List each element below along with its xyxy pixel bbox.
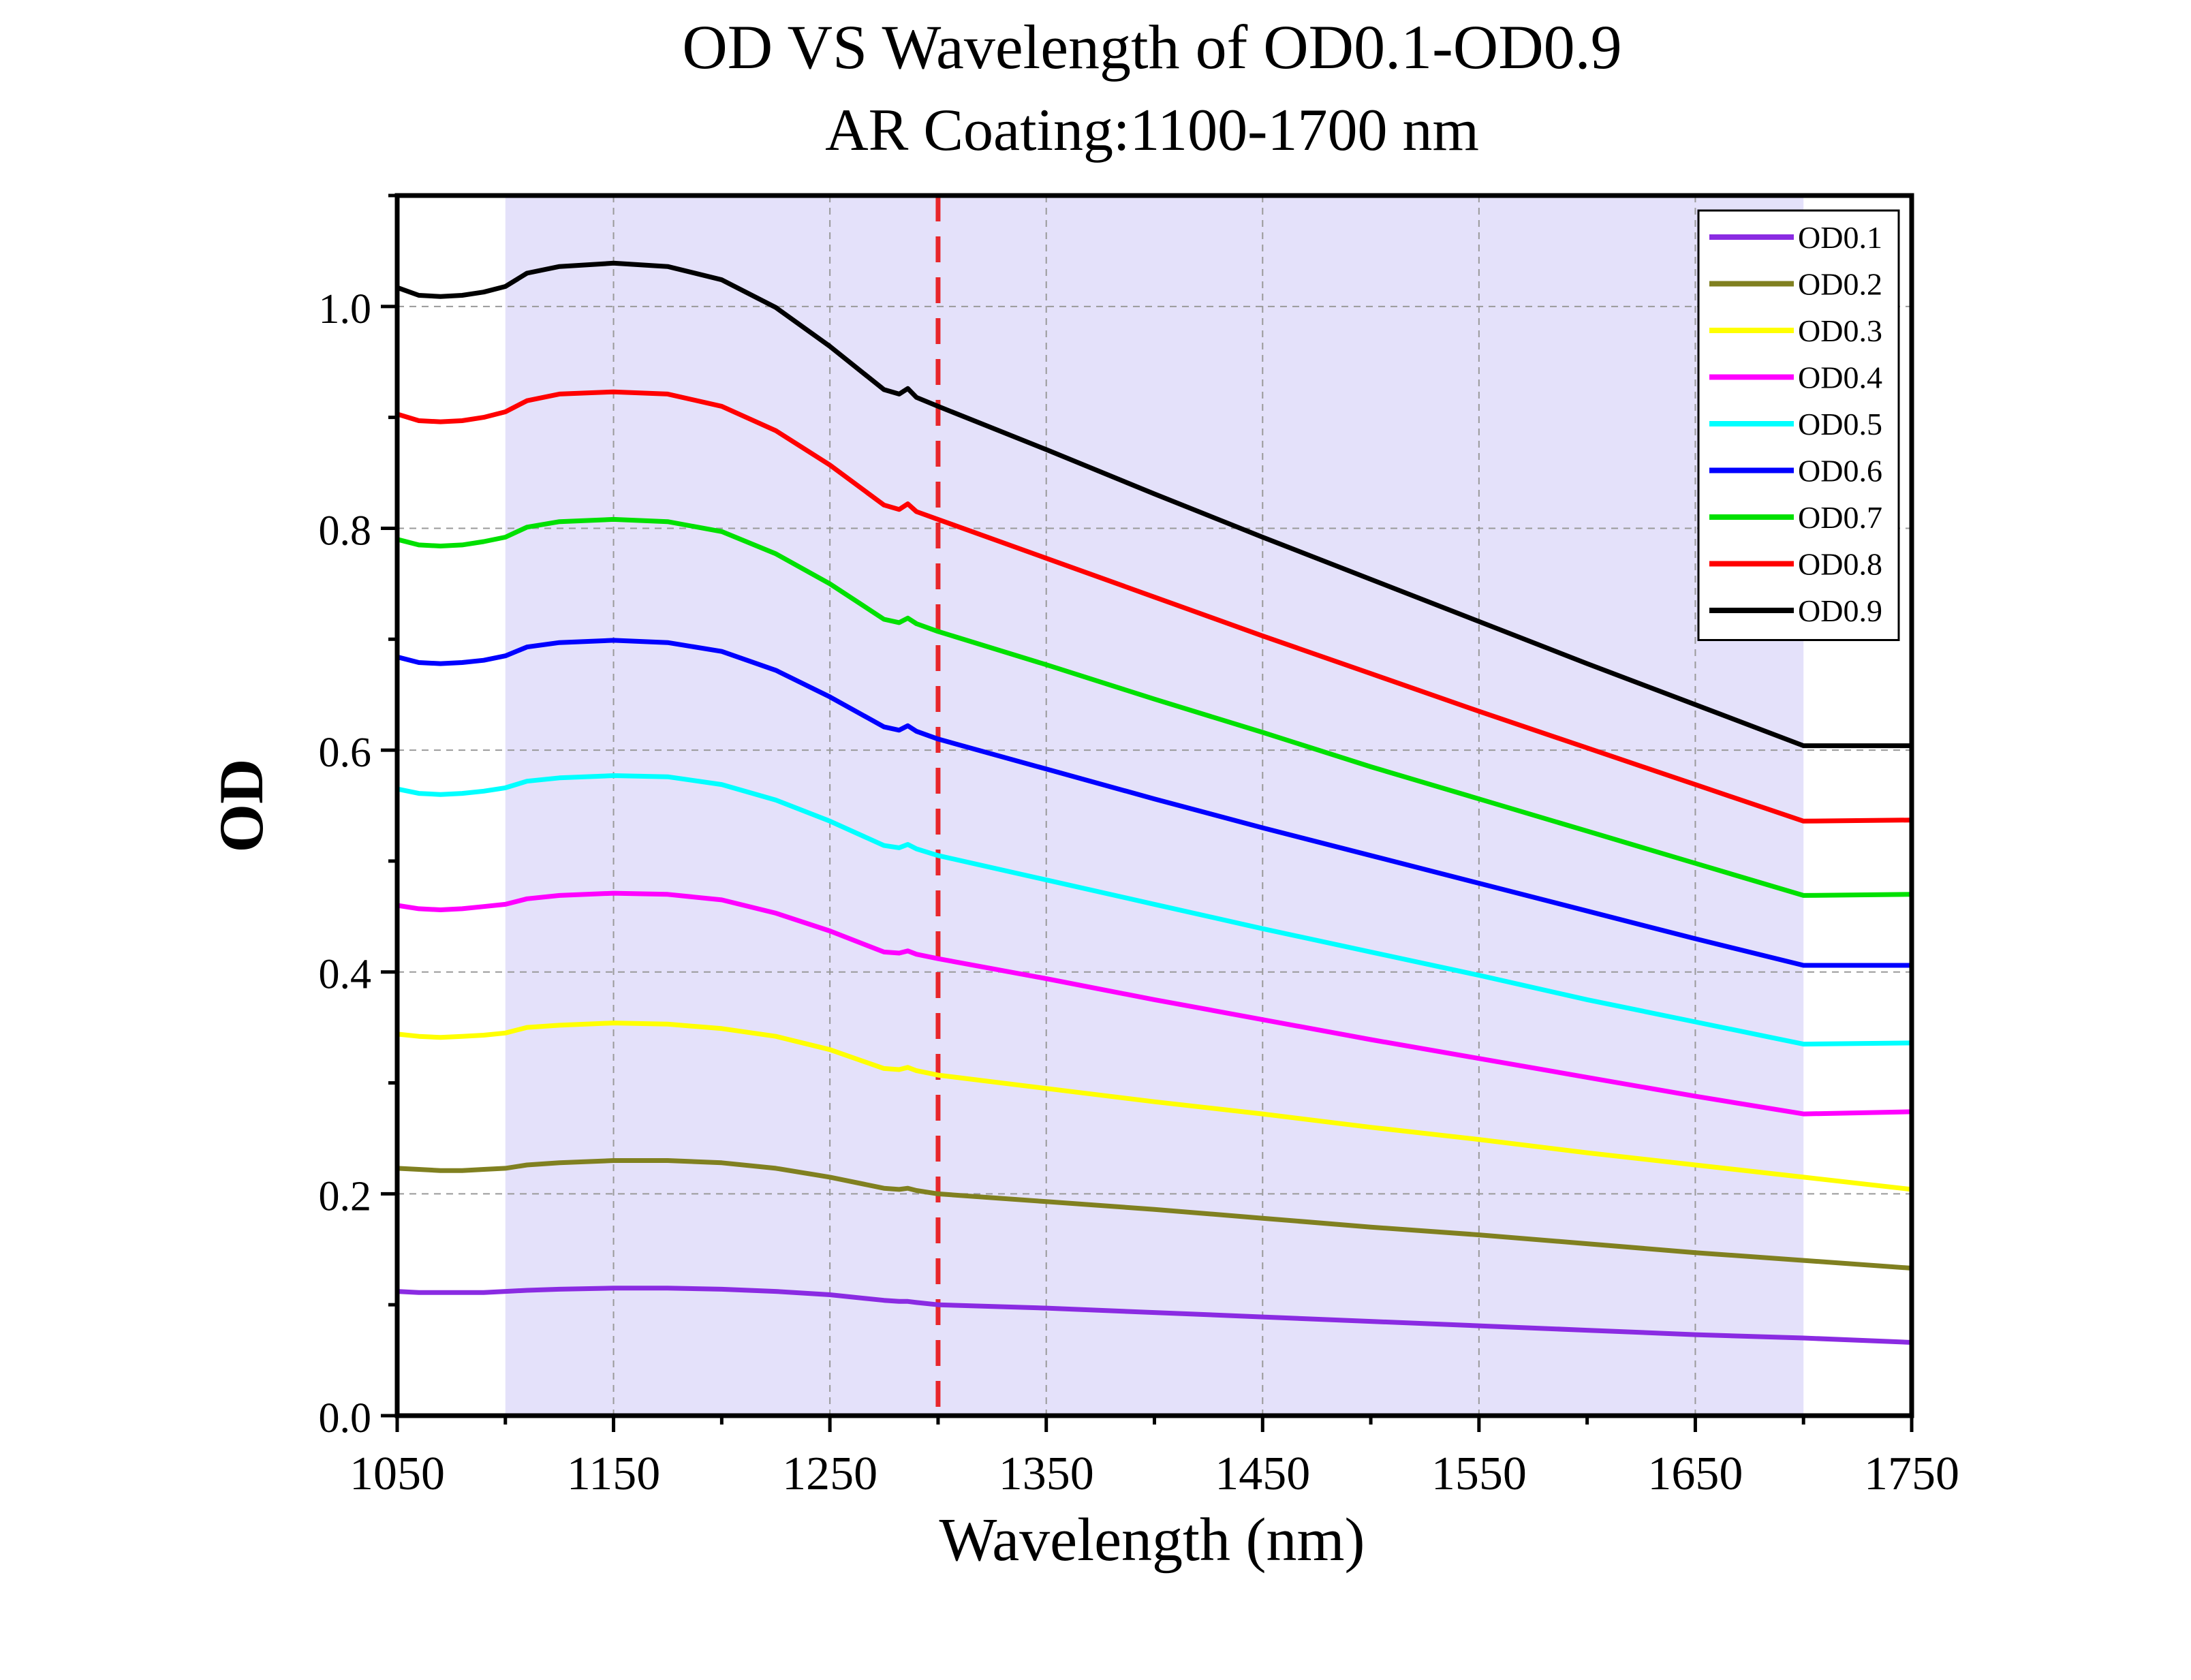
y-tick-label: 0.2 — [319, 1173, 372, 1219]
legend-label-od0-1: OD0.1 — [1798, 220, 1882, 255]
x-tick-label: 1050 — [349, 1448, 445, 1500]
y-tick-label: 0.8 — [319, 508, 372, 554]
x-tick-label: 1350 — [999, 1448, 1094, 1500]
series-line-od0-8 — [394, 389, 1914, 824]
ar-coating-band — [505, 196, 1804, 1416]
x-tick-label: 1250 — [782, 1448, 877, 1500]
legend-label-od0-2: OD0.2 — [1798, 267, 1882, 302]
chart-subtitle: AR Coating:1100-1700 nm — [825, 97, 1479, 164]
legend: OD0.1 OD0.2 OD0.3 OD0.4 OD0.5 OD0.6 OD0.7 OD0.8… — [1697, 209, 1900, 641]
legend-label-od0-4: OD0.4 — [1798, 360, 1882, 395]
x-axis-label: Wavelength (nm) — [939, 1506, 1365, 1574]
y-axis-label: OD — [206, 759, 276, 853]
axes — [381, 193, 1914, 1432]
chart-title: OD VS Wavelength of OD0.1-OD0.9 — [682, 12, 1621, 82]
y-tick-label: 0.0 — [319, 1395, 372, 1442]
series-line-od0-4 — [394, 890, 1914, 1117]
legend-label-od0-6: OD0.6 — [1798, 454, 1882, 488]
series-lines — [394, 260, 1914, 1345]
x-tick-label: 1450 — [1215, 1448, 1310, 1500]
y-tick-label: 0.6 — [319, 730, 372, 776]
series-line-od0-9 — [394, 260, 1914, 749]
y-tick-label: 1.0 — [319, 286, 372, 332]
y-tick-label: 0.4 — [319, 952, 372, 998]
legend-label-od0-9: OD0.9 — [1798, 593, 1882, 628]
legend-label-od0-8: OD0.8 — [1798, 547, 1882, 582]
shaded-band-rect — [505, 196, 1804, 1416]
series-line-od0-6 — [394, 638, 1914, 968]
x-tick-label: 1750 — [1864, 1448, 1959, 1500]
series-line-od0-7 — [394, 516, 1914, 898]
series-line-od0-1 — [394, 1286, 1914, 1345]
series-line-od0-5 — [394, 773, 1914, 1047]
series-line-od0-3 — [394, 1021, 1914, 1192]
legend-label-od0-3: OD0.3 — [1798, 313, 1882, 348]
x-tick-label: 1150 — [567, 1448, 660, 1500]
x-tick-label: 1550 — [1431, 1448, 1527, 1500]
x-tick-label: 1650 — [1647, 1448, 1743, 1500]
legend-label-od0-5: OD0.5 — [1798, 407, 1882, 441]
legend-label-od0-7: OD0.7 — [1798, 500, 1882, 535]
tick-labels: 1050 1150 1250 1350 1450 1550 1650 1750 0.0 0.2 0.… — [319, 286, 1960, 1500]
series-line-od0-2 — [394, 1158, 1914, 1271]
